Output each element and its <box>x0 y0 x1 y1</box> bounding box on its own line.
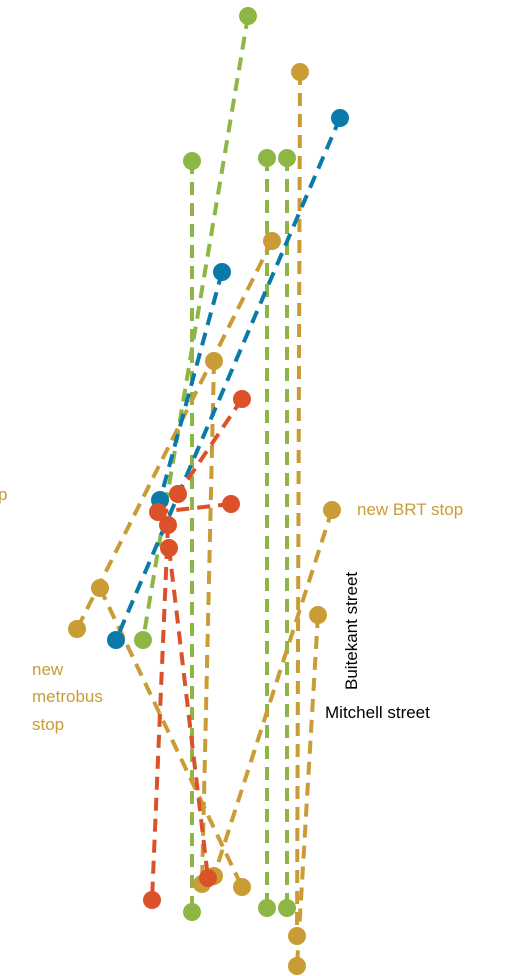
stop-marker-blue <box>107 631 125 649</box>
route-line-gold <box>98 587 244 888</box>
route-line-gold <box>75 240 274 630</box>
stop-marker-gold <box>291 63 309 81</box>
stop-marker-green <box>278 149 296 167</box>
route-line-green <box>141 15 250 641</box>
new-metrobus-stop-label-line3: stop <box>32 715 64 734</box>
buitekant-street-label: Buitekant street <box>342 572 361 690</box>
route-line-blue <box>158 271 224 501</box>
stop-marker-gold <box>309 606 327 624</box>
stop-marker-green <box>183 903 201 921</box>
bus-stop-label-partial: p <box>0 485 7 504</box>
stop-marker-green <box>278 899 296 917</box>
new-metrobus-stop-label-line2: metrobus <box>32 687 103 706</box>
stop-marker-red <box>143 891 161 909</box>
stop-marker-red <box>159 516 177 534</box>
stop-marker-gold <box>68 620 86 638</box>
stop-marker-red <box>233 390 251 408</box>
stop-marker-green <box>134 631 152 649</box>
route-line-gold <box>200 360 216 885</box>
route-line-red <box>176 397 244 496</box>
stop-marker-gold <box>91 579 109 597</box>
stop-marker-red <box>160 539 178 557</box>
stop-marker-red <box>199 869 217 887</box>
stop-marker-red <box>149 503 167 521</box>
route-line-red <box>167 547 210 879</box>
stop-marker-green <box>258 899 276 917</box>
stop-marker-blue <box>331 109 349 127</box>
stop-marker-gold <box>205 352 223 370</box>
new-brt-stop-label: new BRT stop <box>357 500 463 519</box>
labels-layer: p new BRT stop new metrobus stop Buiteka… <box>0 485 463 734</box>
stop-marker-blue <box>213 263 231 281</box>
route-line-blue <box>114 117 342 641</box>
stop-marker-gold <box>288 957 306 975</box>
route-line-gold <box>295 71 302 937</box>
stop-marker-gold <box>233 878 251 896</box>
mitchell-street-label: Mitchell street <box>325 703 430 722</box>
stop-marker-green <box>239 7 257 25</box>
route-line-gold <box>212 509 334 877</box>
route-line-gold <box>295 614 320 967</box>
stop-marker-red <box>169 485 187 503</box>
stop-marker-red <box>222 495 240 513</box>
stop-marker-gold <box>323 501 341 519</box>
routes-layer <box>68 7 349 975</box>
stop-marker-green <box>183 152 201 170</box>
stop-marker-green <box>258 149 276 167</box>
new-metrobus-stop-label-line1: new <box>32 660 64 679</box>
stop-marker-gold <box>263 232 281 250</box>
route-line-red <box>157 502 232 514</box>
